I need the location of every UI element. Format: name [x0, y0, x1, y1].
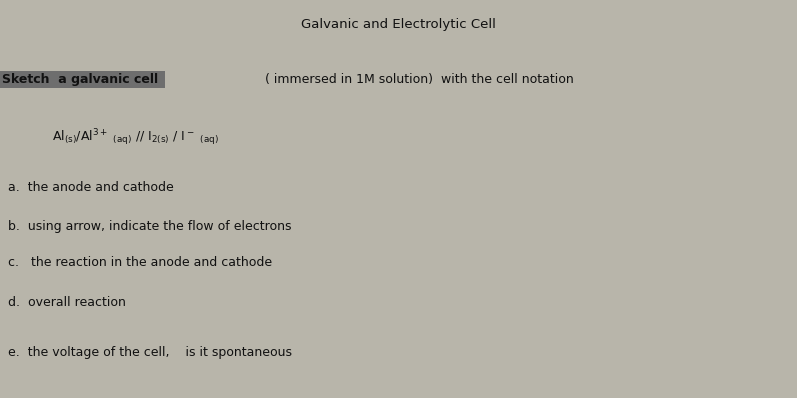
Text: a.  the anode and cathode: a. the anode and cathode	[8, 181, 174, 193]
Text: e.  the voltage of the cell,    is it spontaneous: e. the voltage of the cell, is it sponta…	[8, 346, 292, 359]
Text: c.   the reaction in the anode and cathode: c. the reaction in the anode and cathode	[8, 256, 272, 269]
Text: Sketch  a galvanic cell: Sketch a galvanic cell	[2, 73, 163, 86]
Text: b.  using arrow, indicate the flow of electrons: b. using arrow, indicate the flow of ele…	[8, 220, 292, 233]
Text: d.  overall reaction: d. overall reaction	[8, 296, 126, 309]
Text: Al$_{\rm (s)}$/Al$^{\rm 3+}$ $_{\rm (aq)}$ // I$_{\rm 2(s)}$ / I$^{\rm -}$ $_{\r: Al$_{\rm (s)}$/Al$^{\rm 3+}$ $_{\rm (aq)…	[52, 127, 218, 148]
Text: ( immersed in 1M solution)  with the cell notation: ( immersed in 1M solution) with the cell…	[265, 73, 574, 86]
Text: Galvanic and Electrolytic Cell: Galvanic and Electrolytic Cell	[301, 18, 496, 31]
